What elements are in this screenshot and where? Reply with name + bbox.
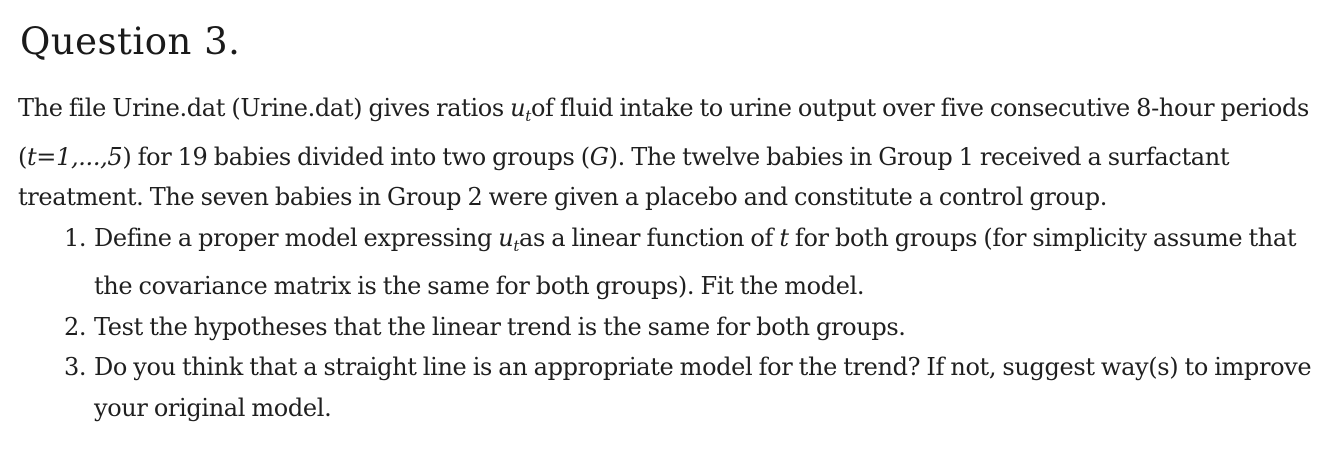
u-variable: u <box>498 223 514 252</box>
intro-text-1: The file Urine.dat (Urine.dat) gives rat… <box>18 94 511 122</box>
task-item: 3. Do you think that a straight line is a… <box>64 347 1316 428</box>
task-text-b: as a linear function of <box>519 223 780 252</box>
task-number: 2. <box>64 312 87 341</box>
u-variable: u <box>510 94 526 122</box>
question-title: Question 3. <box>20 20 241 63</box>
task-text-c: for both groups (for simplicity assume t… <box>94 223 1297 301</box>
t-subscript: t <box>525 107 531 125</box>
task-text: Test the hypotheses that the linear tren… <box>94 312 906 341</box>
task-number: 1. <box>64 223 87 252</box>
intro-text-3: ) for 19 babies divided into two groups … <box>122 142 590 171</box>
t-subscript: t <box>513 236 520 255</box>
task-text: Do you think that a straight line is an … <box>94 353 1312 422</box>
t-variable: t <box>779 223 789 252</box>
intro-text-2: of fluid intake to urine output over fiv… <box>18 94 1309 171</box>
intro-text-4: ). The twelve babies in Group 1 received… <box>18 142 1230 212</box>
task-item: 2. Test the hypotheses that the linear tr… <box>64 307 1316 348</box>
intro-paragraph: The file Urine.dat (Urine.dat) gives rat… <box>18 88 1316 218</box>
task-list: 1. Define a proper model expressing utas … <box>18 218 1316 429</box>
g-variable: G <box>589 142 609 171</box>
task-number: 3. <box>64 353 87 381</box>
t-range: t=1,...,5 <box>27 142 123 171</box>
task-item: 1. Define a proper model expressing utas … <box>64 218 1316 307</box>
task-text-a: Define a proper model expressing <box>94 223 499 252</box>
